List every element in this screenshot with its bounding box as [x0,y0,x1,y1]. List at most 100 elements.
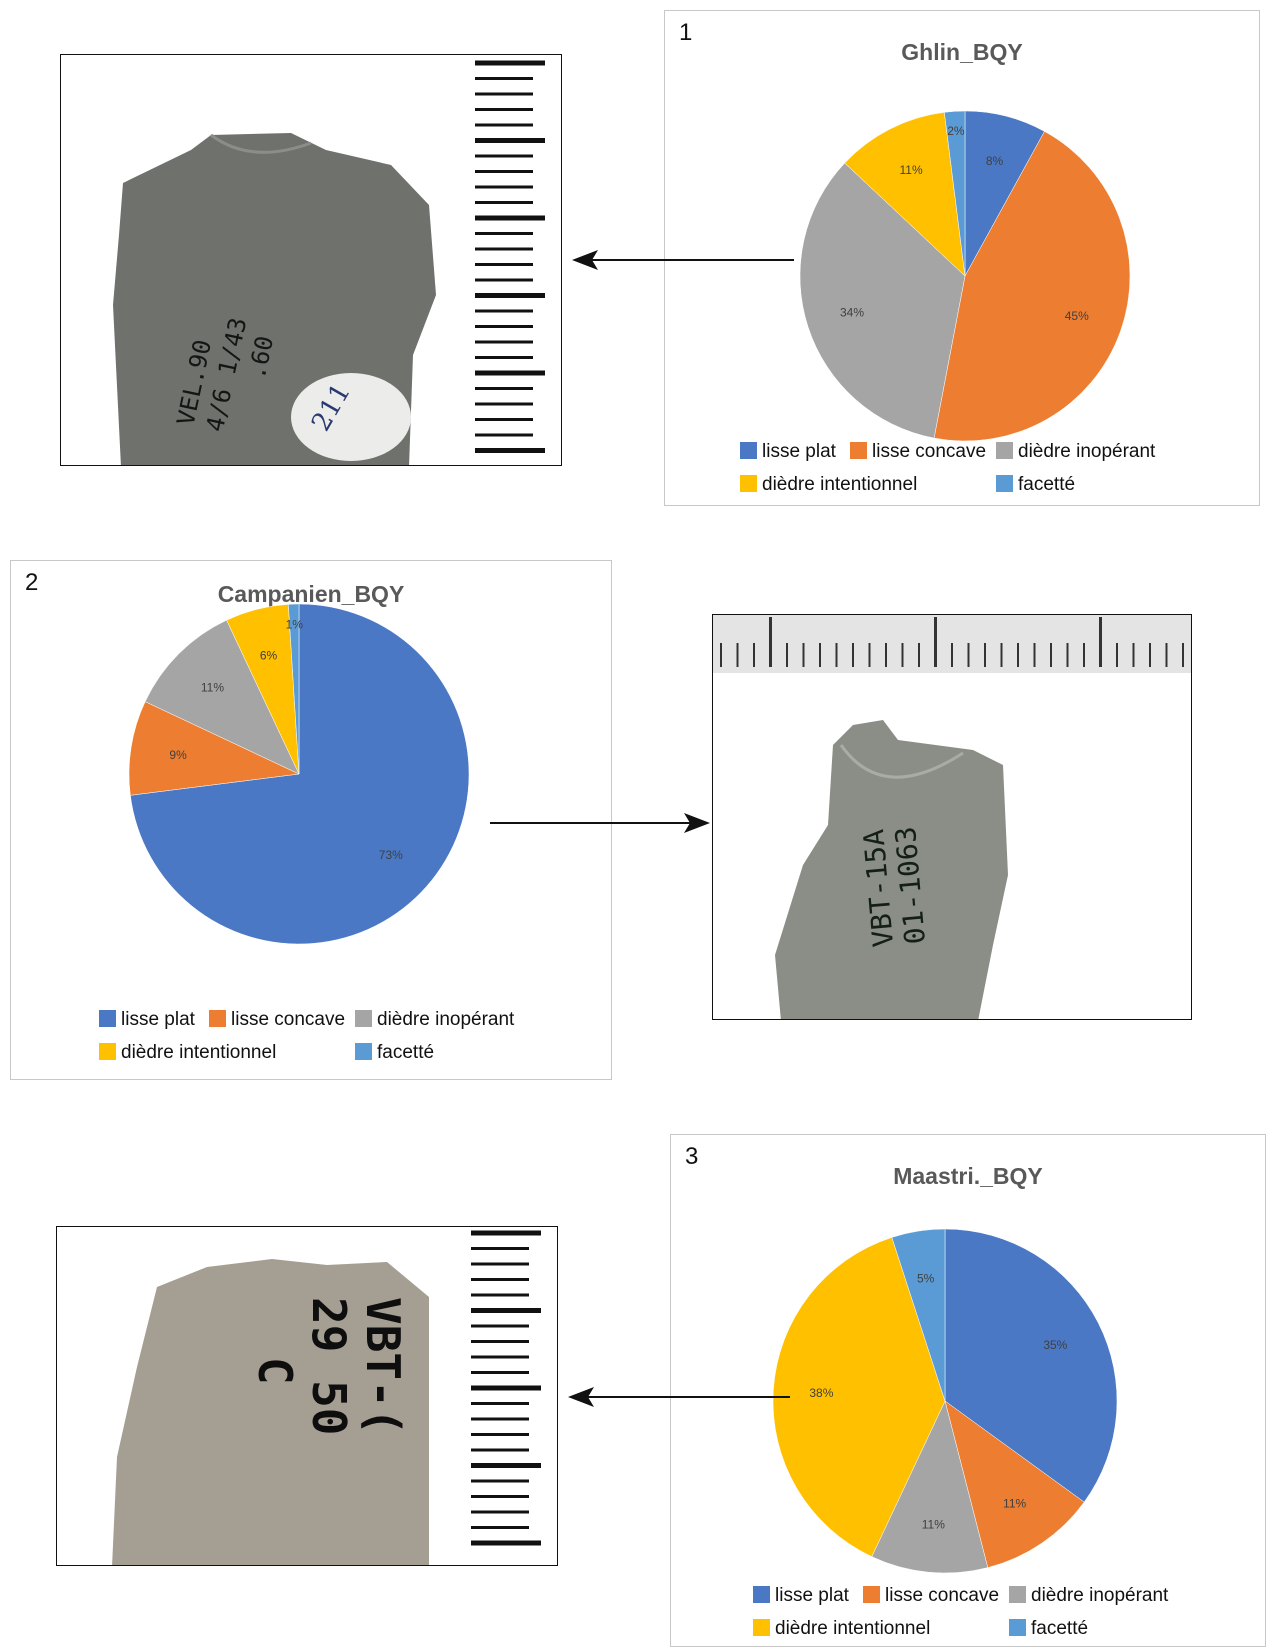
legend-swatch-diedre-intentionnel [753,1619,770,1636]
pie-slice-lisse-plat [130,603,470,945]
pie-label-lisse-plat: 35% [1043,1338,1067,1352]
pie-label-diedre-inoperant: 11% [201,680,224,694]
artifact-photo-1: 211 VEL.90 4/6 1/43 .60 [60,54,562,466]
legend-item-lisse-plat: lisse plat [99,1009,195,1031]
artifact-photo-2-drawing: VBT-15A 01-1063 [713,615,1191,1019]
pie-slice-diedre-inoperant [144,619,300,775]
pie-label-diedre-inoperant: 11% [922,1517,945,1531]
legend-label-diedre-inoperant: dièdre inopérant [377,1009,515,1030]
pie-label-lisse-concave: 45% [1065,309,1089,323]
artifact-photo-1-drawing: 211 VEL.90 4/6 1/43 .60 [113,55,549,465]
scale-ruler-3 [465,1227,545,1565]
artifact-photo-3-drawing: VBT-( 29 50 C [112,1227,545,1565]
legend-item-facette: facetté [355,1042,434,1064]
legend-label-diedre-intentionnel: dièdre intentionnel [121,1042,277,1063]
legend-item-facette: facetté [996,474,1075,496]
chart-panel-2: 2 Campanien_BQY 73% 9% 11% 6% 1% lisse plat … [10,560,612,1080]
chart-title-1: Ghlin_BQY [901,39,1023,65]
pie-label-lisse-plat: 8% [986,154,1004,168]
legend-item-diedre-intentionnel: dièdre intentionnel [740,474,917,496]
legend-item-lisse-plat: lisse plat [753,1585,849,1607]
legend-label-diedre-inoperant: dièdre inopérant [1018,441,1156,462]
pie-label-diedre-intentionnel: 38% [809,1386,833,1400]
legend-swatch-lisse-concave [863,1586,880,1603]
legend-item-facette: facetté [1009,1618,1088,1640]
pie-slice-diedre-intentionnel [844,112,966,277]
legend-item-diedre-inoperant: dièdre inopérant [996,441,1155,463]
legend-item-lisse-plat: lisse plat [740,441,836,463]
legend-swatch-lisse-plat [753,1586,770,1603]
legend-label-facette: facetté [377,1042,435,1063]
pie-slice-diedre-intentionnel [772,1237,946,1557]
chart-panel-3: 3 Maastri._BQY 35% 11% 11% 38% 5% lisse plat… [670,1134,1266,1647]
legend-label-lisse-plat: lisse plat [775,1585,849,1606]
legend-label-facette: facetté [1018,474,1076,495]
artifact-3-inscription-line3: C [248,1357,302,1385]
legend-item-diedre-inoperant: dièdre inopérant [355,1009,514,1031]
legend-label-diedre-intentionnel: dièdre intentionnel [762,474,918,495]
artifact-photo-2: VBT-15A 01-1063 [712,614,1192,1020]
legend-swatch-lisse-plat [99,1010,116,1027]
pie-label-lisse-concave: 11% [1003,1496,1026,1510]
legend-2: lisse plat lisse concave dièdre inopéran… [11,561,613,1081]
legend-swatch-diedre-inoperant [996,442,1013,459]
panel-number-2: 2 [25,569,39,596]
pie-chart-1: 8% 45% 34% 11% 2% [799,110,1131,442]
legend-swatch-diedre-intentionnel [740,475,757,492]
legend-3: lisse plat lisse concave dièdre inopéran… [671,1135,1267,1648]
pie-slice-facette [891,1228,946,1402]
pie-label-lisse-plat: 73% [379,848,403,862]
artifact-3-inscription-line1: VBT-( [356,1297,410,1435]
legend-label-diedre-inoperant: dièdre inopérant [1031,1585,1169,1606]
legend-swatch-facette [355,1043,372,1060]
legend-item-lisse-concave: lisse concave [863,1585,999,1607]
legend-label-diedre-intentionnel: dièdre intentionnel [775,1618,931,1639]
legend-label-lisse-concave: lisse concave [231,1009,346,1030]
legend-swatch-facette [1009,1619,1026,1636]
pie-chart-2: 73% 9% 11% 6% 1% [128,603,470,945]
pie-slice-diedre-inoperant [799,162,966,439]
legend-1: lisse plat lisse concave dièdre inopéran… [665,11,1261,507]
pie-slice-lisse-concave [933,131,1131,442]
legend-swatch-lisse-plat [740,442,757,459]
legend-label-lisse-concave: lisse concave [885,1585,1000,1606]
legend-swatch-facette [996,475,1013,492]
legend-label-lisse-plat: lisse plat [762,441,836,462]
scale-ruler-1 [469,55,549,465]
scale-ruler-2 [720,617,1184,667]
pie-slice-lisse-plat [944,1228,1118,1503]
pie-label-facette: 1% [286,617,304,631]
legend-swatch-diedre-inoperant [1009,1586,1026,1603]
pie-slice-lisse-concave [128,701,300,796]
pie-chart-3: 35% 11% 11% 38% 5% [772,1228,1118,1574]
pie-label-diedre-inoperant: 34% [840,306,864,320]
pie-label-facette: 2% [947,124,965,138]
artifact-photo-3: VBT-( 29 50 C [56,1226,558,1566]
pie-slice-diedre-inoperant [871,1400,989,1574]
legend-item-diedre-intentionnel: dièdre intentionnel [99,1042,276,1064]
legend-item-lisse-concave: lisse concave [850,441,986,463]
legend-item-diedre-intentionnel: dièdre intentionnel [753,1618,930,1640]
panel-number-1: 1 [679,19,693,46]
chart-title-2: Campanien_BQY [217,581,405,607]
pie-label-facette: 5% [917,1272,935,1286]
pie-slice-lisse-concave [944,1400,1085,1568]
artifact-3-inscription-line2: 29 50 [302,1297,356,1435]
legend-label-lisse-plat: lisse plat [121,1009,195,1030]
pie-slice-facette [288,603,300,775]
legend-swatch-diedre-intentionnel [99,1043,116,1060]
legend-label-lisse-concave: lisse concave [872,441,987,462]
legend-item-diedre-inoperant: dièdre inopérant [1009,1585,1168,1607]
pie-slice-facette [944,110,966,277]
legend-swatch-lisse-concave [850,442,867,459]
pie-label-diedre-intentionnel: 6% [260,648,278,662]
legend-swatch-lisse-concave [209,1010,226,1027]
chart-title-3: Maastri._BQY [893,1163,1043,1189]
pie-label-lisse-concave: 9% [169,748,187,762]
legend-swatch-diedre-inoperant [355,1010,372,1027]
chart-panel-1: 1 Ghlin_BQY 8% 45% 34% 11% 2% lisse plat lis… [664,10,1260,506]
panel-number-3: 3 [685,1143,699,1170]
legend-item-lisse-concave: lisse concave [209,1009,345,1031]
pie-label-diedre-intentionnel: 11% [899,163,922,177]
legend-label-facette: facetté [1031,1618,1089,1639]
